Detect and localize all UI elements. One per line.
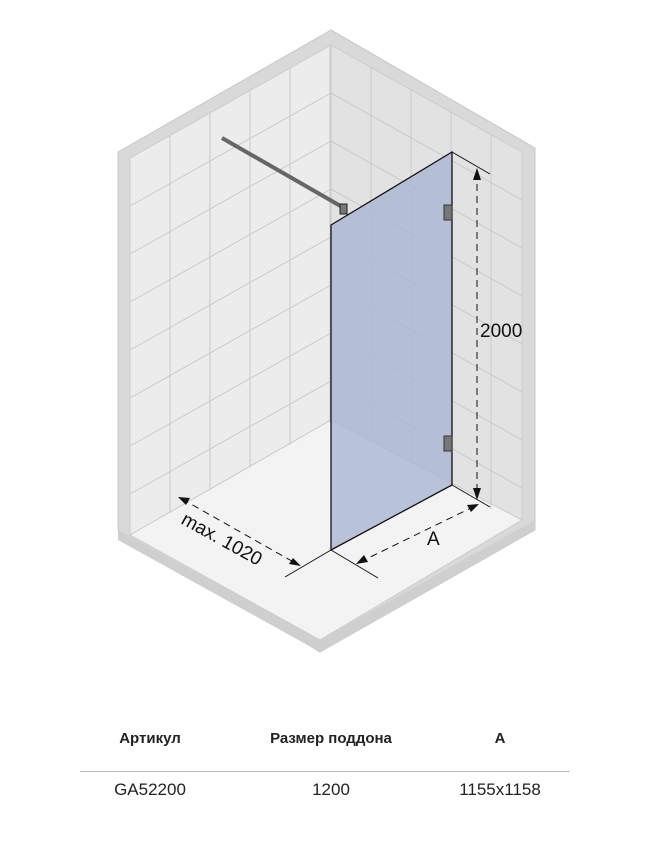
hinge-bottom [443,435,453,452]
table-divider [80,771,570,772]
width-label: A [427,529,440,550]
cell-article: GA52200 [114,780,186,799]
hinge-top [443,204,453,221]
tile-line [129,332,332,447]
floor-side [118,520,535,652]
tile-line [129,284,332,399]
header-a: A [494,730,506,747]
tile-line [129,92,332,207]
tile-line [129,188,332,303]
tile-line [129,380,332,495]
max-dimension-line [181,498,298,565]
header-article: Артикул [119,730,181,747]
height-label: 2000 [480,321,522,342]
shower-panel-diagram: 2000 A max. 1020 [117,29,536,653]
wall-rod [221,136,345,210]
width-dimension-line [359,505,476,563]
tile-line [129,236,332,351]
rod-bracket [339,203,348,215]
cell-tray-size: 1200 [312,780,350,799]
tile-line [129,140,332,255]
cell-a: 1155x1158 [459,780,541,799]
header-tray-size: Размер поддона [270,730,392,747]
tile-line [330,92,523,201]
